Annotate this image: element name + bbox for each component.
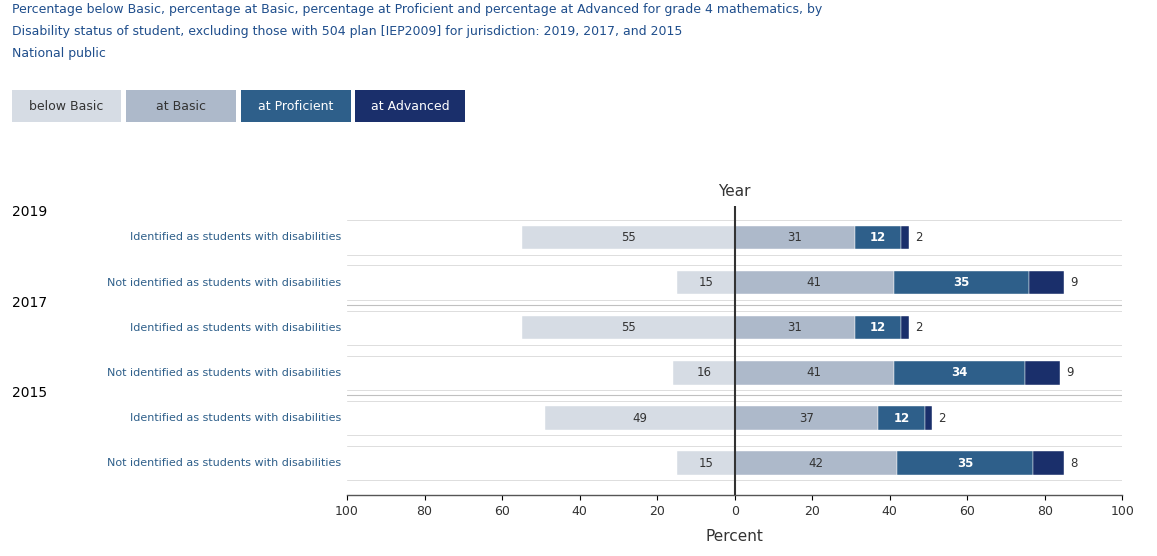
Text: Identified as students with disabilities: Identified as students with disabilities (130, 413, 341, 423)
Bar (893, 271, 1030, 294)
Text: 35: 35 (957, 456, 973, 470)
Text: 9: 9 (1070, 276, 1077, 289)
Bar (735, 406, 878, 430)
Text: 55: 55 (621, 321, 635, 334)
Text: 49: 49 (632, 411, 647, 425)
Bar (898, 451, 1033, 475)
Bar (893, 361, 1025, 385)
Text: Identified as students with disabilities: Identified as students with disabilities (130, 322, 341, 332)
Text: 2015: 2015 (12, 386, 46, 400)
Text: 12: 12 (870, 321, 886, 334)
Text: 41: 41 (806, 276, 821, 289)
Text: Identified as students with disabilities: Identified as students with disabilities (130, 232, 341, 242)
Bar (735, 316, 855, 339)
X-axis label: Percent: Percent (706, 529, 764, 544)
Bar (735, 226, 855, 249)
Text: 41: 41 (806, 366, 821, 379)
Text: 2: 2 (938, 411, 945, 425)
Text: 2017: 2017 (12, 296, 46, 310)
Text: at Proficient: at Proficient (258, 100, 333, 113)
Text: 15: 15 (698, 276, 713, 289)
Bar (901, 316, 909, 339)
Bar (901, 226, 909, 249)
Text: 2: 2 (915, 231, 922, 244)
Text: Year: Year (718, 184, 751, 199)
Text: at Basic: at Basic (156, 100, 206, 113)
Text: 55: 55 (621, 231, 635, 244)
Text: Not identified as students with disabilities: Not identified as students with disabili… (108, 458, 341, 468)
Text: Not identified as students with disabilities: Not identified as students with disabili… (108, 277, 341, 287)
Bar (878, 406, 924, 430)
Bar (924, 406, 933, 430)
Text: 15: 15 (698, 456, 713, 470)
Text: 8: 8 (1070, 456, 1077, 470)
Bar (677, 451, 735, 475)
Text: below Basic: below Basic (29, 100, 104, 113)
Text: National public: National public (12, 47, 105, 60)
Bar (1025, 361, 1060, 385)
Bar (735, 361, 893, 385)
Text: 31: 31 (787, 321, 802, 334)
Text: 2: 2 (915, 321, 922, 334)
Bar (735, 451, 898, 475)
Text: 12: 12 (893, 411, 909, 425)
Text: Disability status of student, excluding those with 504 plan [IEP2009] for jurisd: Disability status of student, excluding … (12, 25, 681, 38)
Text: 31: 31 (787, 231, 802, 244)
Text: 42: 42 (809, 456, 824, 470)
Bar (672, 361, 735, 385)
Bar (855, 226, 901, 249)
Text: 12: 12 (870, 231, 886, 244)
Bar (855, 316, 901, 339)
Text: 2019: 2019 (12, 206, 46, 220)
Bar (1033, 451, 1064, 475)
Text: 16: 16 (697, 366, 712, 379)
Text: Percentage below Basic, percentage at Basic, percentage at Proficient and percen: Percentage below Basic, percentage at Ba… (12, 3, 821, 16)
Bar (735, 271, 893, 294)
Bar (1030, 271, 1064, 294)
Bar (677, 271, 735, 294)
Bar (522, 226, 735, 249)
Text: 35: 35 (953, 276, 970, 289)
Text: Not identified as students with disabilities: Not identified as students with disabili… (108, 368, 341, 378)
Bar (522, 316, 735, 339)
Text: at Advanced: at Advanced (371, 100, 449, 113)
Text: 37: 37 (799, 411, 813, 425)
Text: 34: 34 (951, 366, 967, 379)
Bar (545, 406, 735, 430)
Text: 9: 9 (1066, 366, 1074, 379)
